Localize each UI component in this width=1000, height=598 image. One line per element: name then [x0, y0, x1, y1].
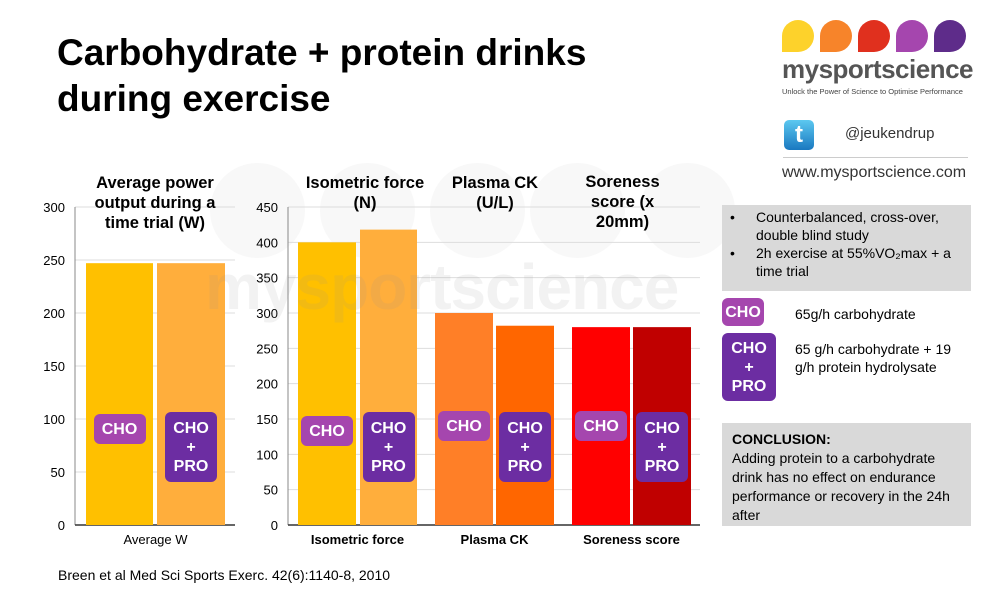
badge-text: PRO: [731, 377, 767, 395]
x-category-label: Average W: [123, 532, 188, 547]
badge-text: +: [744, 358, 754, 376]
y-tick-label: 0: [271, 518, 278, 533]
conclusion-box: CONCLUSION: Adding protein to a carbohyd…: [722, 423, 971, 526]
bar-cho-pro: [157, 263, 225, 525]
bar-badge-cho: CHO: [438, 411, 490, 441]
study-info-box: • Counterbalanced, cross-over, double bli…: [722, 205, 971, 291]
y-tick-label: 100: [256, 447, 278, 462]
y-tick-label: 100: [43, 412, 65, 427]
bar-badge-cho: CHO: [575, 411, 627, 441]
y-tick-label: 50: [51, 465, 65, 480]
legend-text-cho: 65g/h carbohydrate: [795, 306, 916, 322]
bar-badge-cho: CHO: [301, 416, 353, 446]
logo: mysportscience Unlock the Power of Scien…: [782, 20, 973, 96]
conclusion-heading: CONCLUSION:: [732, 431, 831, 447]
y-tick-label: 250: [43, 253, 65, 268]
twitter-handle: @jeukendrup: [845, 125, 935, 142]
badge-text: PRO: [173, 457, 209, 475]
chart-title-power: Average power output during a time trial…: [94, 174, 216, 232]
x-category-label: Plasma CK: [461, 532, 530, 547]
badge-text: +: [186, 438, 196, 456]
y-tick-label: 400: [256, 235, 278, 250]
bar-cho: [298, 242, 356, 526]
logo-drop: [820, 20, 852, 52]
y-tick-label: 350: [256, 271, 278, 286]
badge-text: CHO: [644, 419, 680, 437]
badge-text: PRO: [644, 457, 680, 475]
badge-text: PRO: [371, 457, 406, 475]
legend-badge-cho-pro: CHO + PRO: [722, 333, 776, 401]
x-category-label: Isometric force: [311, 532, 404, 547]
citation: Breen et al Med Sci Sports Exerc. 42(6):…: [58, 567, 391, 583]
study-info-text: Counterbalanced, cross-over, double blin…: [756, 209, 939, 243]
bar-badge-cho: CHO: [93, 414, 146, 444]
y-tick-label: 200: [43, 306, 65, 321]
study-info-item: • 2h exercise at 55%VO₂max + a time trial: [730, 244, 963, 280]
logo-tagline: Unlock the Power of Science to Optimise …: [782, 87, 963, 96]
bar-badge-cho-pro: CHO + PRO: [165, 412, 217, 482]
badge-text: +: [657, 438, 667, 456]
logo-drop: [934, 20, 966, 52]
badge-text: CHO: [583, 417, 619, 435]
logo-drop: [896, 20, 928, 52]
badge-text: CHO: [446, 417, 482, 435]
twitter-icon: t: [784, 120, 814, 150]
bar-cho: [86, 263, 153, 525]
logo-brand: mysportscience: [782, 54, 973, 84]
page-title: Carbohydrate + protein drinks during exe…: [57, 32, 587, 119]
y-tick-label: 0: [58, 518, 65, 533]
badge-text: +: [520, 438, 530, 456]
y-tick-label: 150: [43, 359, 65, 374]
chart-title-isometric: Isometric force (N): [305, 174, 425, 212]
x-category-label: Soreness score: [583, 532, 680, 547]
y-tick-label: 200: [256, 377, 278, 392]
conclusion-text: Adding protein to a carbohydrate drink h…: [732, 450, 950, 523]
chart-title-soreness: Soreness score (x 20mm): [585, 173, 660, 231]
badge-text: CHO: [101, 420, 138, 438]
y-tick-label: 150: [256, 412, 278, 427]
bar-badge-cho-pro: CHO + PRO: [499, 412, 551, 482]
badge-text: CHO: [309, 422, 345, 440]
divider: [783, 157, 968, 158]
y-tick-label: 250: [256, 341, 278, 356]
study-info-item: • Counterbalanced, cross-over, double bli…: [730, 208, 963, 244]
bar-badge-cho-pro: CHO + PRO: [362, 412, 415, 482]
logo-drop: [858, 20, 890, 52]
legend-text-cho-pro: 65 g/h carbohydrate + 19 g/h protein hyd…: [795, 341, 952, 375]
legend-badge-cho: CHO: [722, 298, 764, 326]
website-link: www.mysportscience.com: [782, 164, 967, 181]
chart-title-ck: Plasma CK (U/L): [451, 174, 539, 212]
badge-text: CHO: [731, 339, 767, 357]
badge-text: PRO: [507, 457, 543, 475]
badge-text: +: [383, 438, 394, 456]
y-tick-label: 50: [264, 483, 278, 498]
bar-badge-cho-pro: CHO + PRO: [636, 412, 688, 482]
badge-text: CHO: [370, 419, 407, 437]
y-tick-label: 300: [256, 306, 278, 321]
badge-text: CHO: [507, 419, 543, 437]
study-info-text: 2h exercise at 55%VO₂max + a time trial: [756, 245, 951, 279]
logo-drop: [782, 20, 814, 52]
y-tick-label: 450: [256, 200, 278, 215]
y-tick-label: 300: [43, 200, 65, 215]
badge-text: CHO: [173, 419, 209, 437]
